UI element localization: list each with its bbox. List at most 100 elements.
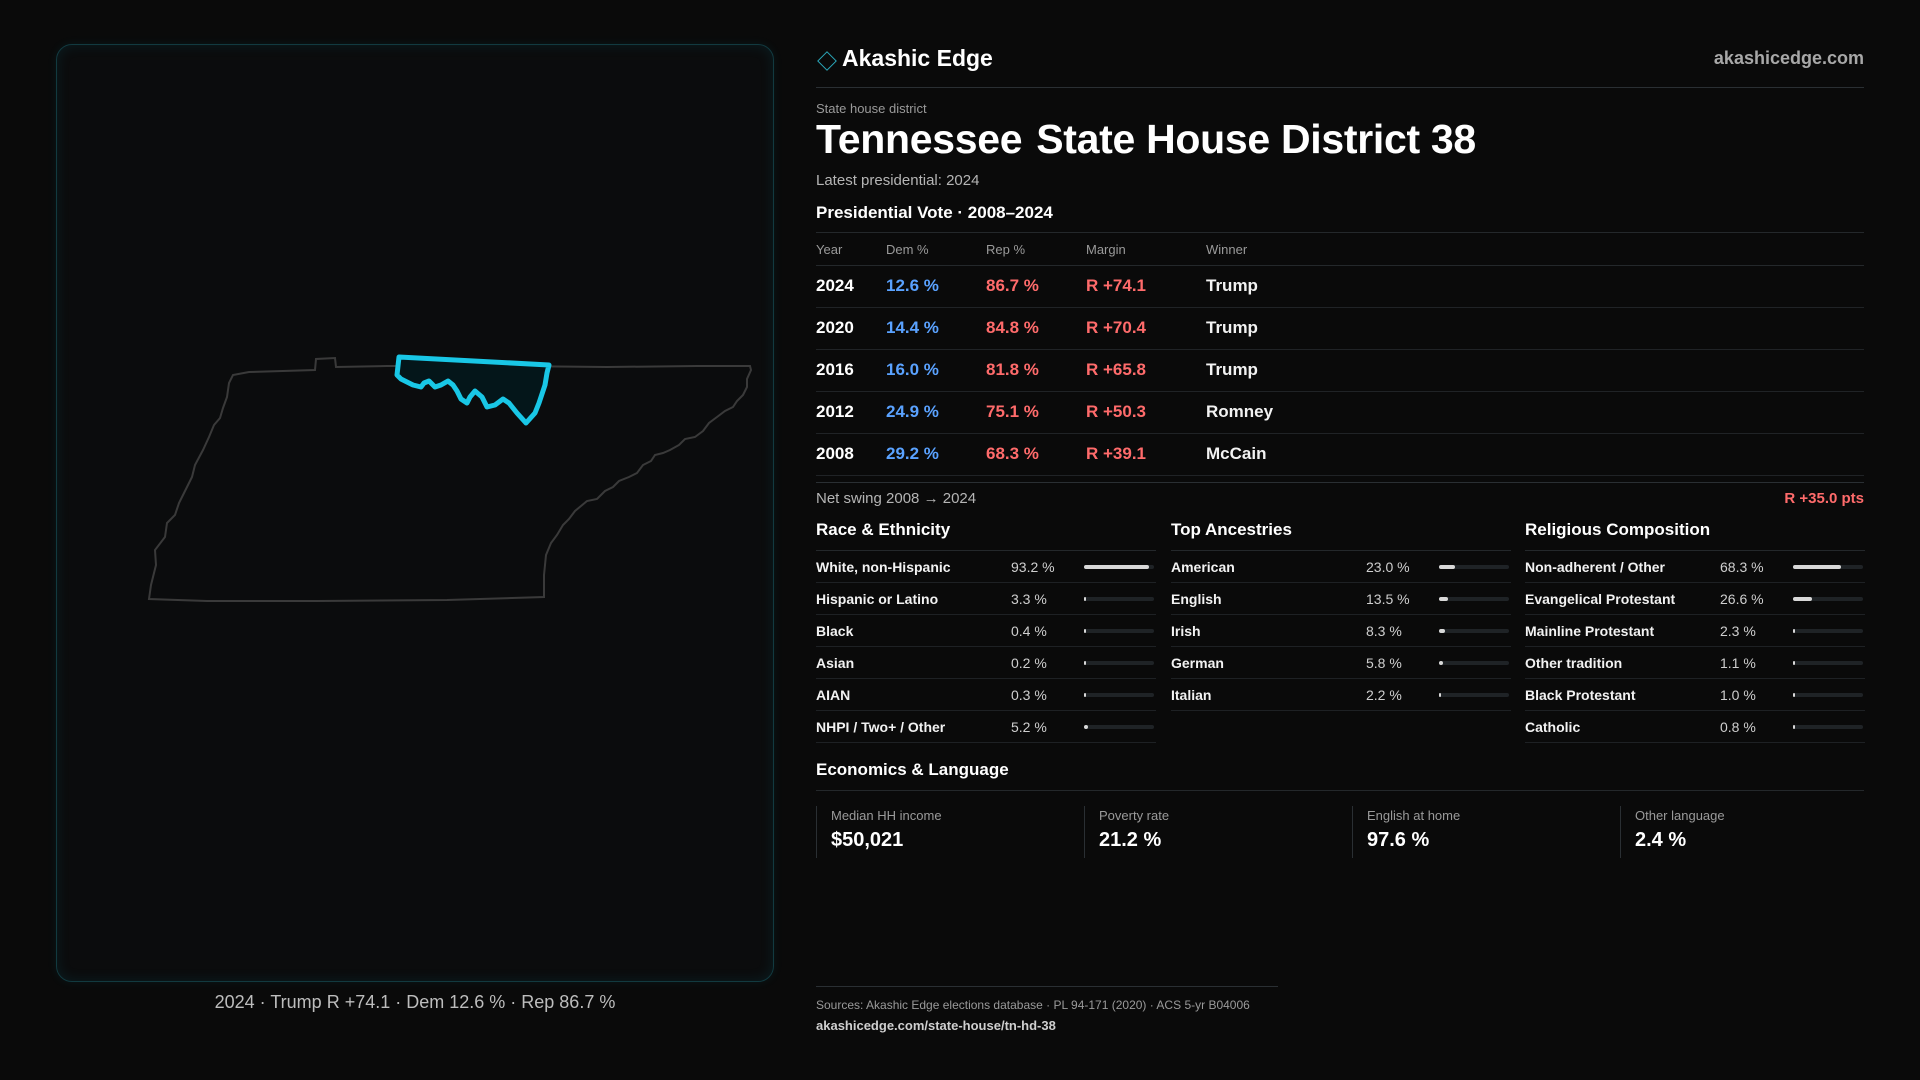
religion-value: 0.8 % — [1720, 719, 1756, 735]
ancestry-bar-track — [1439, 565, 1509, 569]
race-bar-track — [1084, 661, 1154, 665]
table-row: 2012 24.9 % 75.1 % R +50.3 Romney — [816, 392, 1864, 434]
race-row: Asian 0.2 % — [816, 647, 1156, 679]
table-header: Year Dem % Rep % Margin Winner — [816, 232, 1864, 266]
religion-bar-track — [1793, 661, 1863, 665]
religion-label: Black Protestant — [1525, 687, 1636, 703]
ancestry-bar-fill — [1439, 597, 1449, 601]
ancestry-bar-track — [1439, 597, 1509, 601]
swing-divider — [816, 482, 1864, 483]
race-bar-track — [1084, 725, 1154, 729]
economics-stat: Other language 2.4 % — [1620, 806, 1860, 858]
race-row: Hispanic or Latino 3.3 % — [816, 583, 1156, 615]
ancestry-value: 5.8 % — [1366, 655, 1402, 671]
title-state: Tennessee — [816, 116, 1023, 162]
race-label: Asian — [816, 655, 855, 671]
religion-bar-fill — [1793, 565, 1841, 569]
district-map-panel[interactable] — [56, 44, 774, 982]
ancestry-section-title: Top Ancestries — [1171, 520, 1511, 551]
margin-cell: R +50.3 — [1086, 402, 1147, 421]
year-cell: 2012 — [816, 402, 854, 421]
stat-value: $50,021 — [831, 829, 904, 851]
source-url-link[interactable]: akashicedge.com/state-house/tn-hd-38 — [816, 1018, 1056, 1033]
race-value: 0.3 % — [1011, 687, 1047, 703]
year-cell: 2020 — [816, 318, 854, 337]
race-value: 0.2 % — [1011, 655, 1047, 671]
margin-cell: R +70.4 — [1086, 318, 1147, 337]
sources-divider — [816, 986, 1278, 987]
religion-row: Evangelical Protestant 26.6 % — [1525, 583, 1865, 615]
race-value: 5.2 % — [1011, 719, 1047, 735]
stat-value: 97.6 % — [1367, 829, 1430, 851]
ancestry-row: American 23.0 % — [1171, 551, 1511, 583]
ancestry-row: German 5.8 % — [1171, 647, 1511, 679]
race-label: AIAN — [816, 687, 851, 703]
religion-value: 1.0 % — [1720, 687, 1756, 703]
religion-label: Catholic — [1525, 719, 1581, 735]
ancestry-bar-track — [1439, 693, 1509, 697]
ancestry-bar-fill — [1439, 629, 1445, 633]
tennessee-state-outline — [147, 356, 753, 602]
religion-bar-fill — [1793, 661, 1795, 665]
net-swing-label: Net swing 2008 → 2024 — [816, 490, 977, 507]
race-value: 93.2 % — [1011, 559, 1055, 575]
race-bar-fill — [1084, 565, 1150, 569]
rep-pct-cell: 81.8 % — [986, 360, 1039, 379]
religion-label: Non-adherent / Other — [1525, 559, 1666, 575]
brand-url-link[interactable]: akashicedge.com — [1713, 48, 1864, 68]
brand-name: Akashic Edge — [842, 45, 993, 71]
religion-row: Non-adherent / Other 68.3 % — [1525, 551, 1865, 583]
race-row: White, non-Hispanic 93.2 % — [816, 551, 1156, 583]
race-bar-fill — [1084, 693, 1086, 697]
table-body: 2024 12.6 % 86.7 % R +74.1 Trump 2020 14.4 % 84… — [816, 266, 1864, 476]
religion-bar-track — [1793, 725, 1863, 729]
race-label: Hispanic or Latino — [816, 591, 939, 607]
table-row: 2020 14.4 % 84.8 % R +70.4 Trump — [816, 308, 1864, 350]
ancestry-label: English — [1171, 591, 1222, 607]
winner-cell: Trump — [1206, 276, 1258, 295]
presidential-vote-table: Year Dem % Rep % Margin Winner 2024 12.6 … — [816, 232, 1864, 476]
race-row: NHPI / Two+ / Other 5.2 % — [816, 711, 1156, 743]
net-swing-value: R +35.0 pts — [1784, 490, 1864, 507]
ancestry-bar-fill — [1439, 565, 1456, 569]
race-section-title: Race & Ethnicity — [816, 520, 1156, 551]
table-row: 2016 16.0 % 81.8 % R +65.8 Trump — [816, 350, 1864, 392]
title-district: State House District 38 — [1036, 116, 1476, 162]
religion-list: Non-adherent / Other 68.3 % Evangelical Pr… — [1525, 551, 1865, 743]
race-label: White, non-Hispanic — [816, 559, 951, 575]
stat-label: Median HH income — [831, 808, 942, 823]
race-ethnicity-section: Race & Ethnicity White, non-Hispanic 93.2… — [816, 520, 1156, 743]
ancestry-bar-track — [1439, 629, 1509, 633]
religion-bar-track — [1793, 597, 1863, 601]
ancestry-label: German — [1171, 655, 1224, 671]
religion-row: Black Protestant 1.0 % — [1525, 679, 1865, 711]
col-dem-header: Dem % — [886, 242, 929, 257]
year-cell: 2024 — [816, 276, 854, 295]
map-caption: 2024 · Trump R +74.1 · Dem 12.6 % · Rep … — [214, 992, 616, 1012]
race-list: White, non-Hispanic 93.2 % Hispanic or Lat… — [816, 551, 1156, 743]
ancestry-bar-track — [1439, 661, 1509, 665]
religion-row: Mainline Protestant 2.3 % — [1525, 615, 1865, 647]
rep-pct-cell: 68.3 % — [986, 444, 1039, 463]
margin-cell: R +65.8 — [1086, 360, 1147, 379]
table-row: 2008 29.2 % 68.3 % R +39.1 McCain — [816, 434, 1864, 476]
winner-cell: Trump — [1206, 318, 1258, 337]
winner-cell: McCain — [1206, 444, 1267, 463]
tennessee-map — [147, 354, 753, 602]
dem-pct-cell: 12.6 % — [886, 276, 939, 295]
page-title: Tennessee State House District 38 — [816, 116, 1476, 163]
religion-value: 2.3 % — [1720, 623, 1756, 639]
rep-pct-cell: 75.1 % — [986, 402, 1039, 421]
race-label: NHPI / Two+ / Other — [816, 719, 946, 735]
ancestry-value: 23.0 % — [1366, 559, 1410, 575]
race-bar-fill — [1084, 597, 1087, 601]
race-bar-fill — [1084, 725, 1088, 729]
race-value: 0.4 % — [1011, 623, 1047, 639]
ancestry-row: Irish 8.3 % — [1171, 615, 1511, 647]
ancestry-row: Italian 2.2 % — [1171, 679, 1511, 711]
ancestry-label: Irish — [1171, 623, 1201, 639]
religion-bar-track — [1793, 565, 1863, 569]
economics-stat: English at home 97.6 % — [1352, 806, 1592, 858]
race-value: 3.3 % — [1011, 591, 1047, 607]
religion-row: Other tradition 1.1 % — [1525, 647, 1865, 679]
